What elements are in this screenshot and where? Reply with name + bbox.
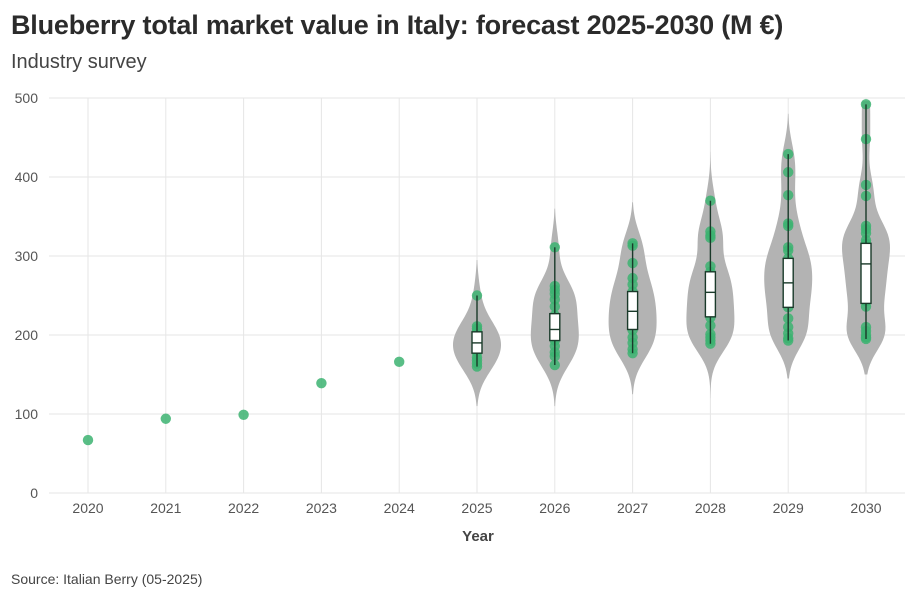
box-iqr bbox=[860, 242, 872, 305]
chart-title: Blueberry total market value in Italy: f… bbox=[11, 10, 784, 40]
grid-lines bbox=[49, 97, 905, 494]
data-point bbox=[238, 409, 249, 420]
y-tick-label: 300 bbox=[15, 248, 39, 264]
x-tick-label: 2020 bbox=[72, 500, 103, 516]
y-axis-ticks: 0 100 200 300 400 500 bbox=[15, 90, 39, 501]
box-plots bbox=[471, 104, 872, 367]
box-iqr bbox=[704, 271, 717, 318]
source-note: Source: Italian Berry (05-2025) bbox=[11, 571, 203, 587]
x-tick-label: 2027 bbox=[617, 500, 648, 516]
y-tick-label: 200 bbox=[15, 327, 39, 343]
y-tick-label: 100 bbox=[15, 406, 39, 422]
x-tick-label: 2030 bbox=[850, 500, 881, 516]
x-tick-label: 2022 bbox=[228, 500, 259, 516]
data-point bbox=[82, 434, 94, 446]
y-tick-label: 400 bbox=[15, 169, 39, 185]
x-tick-label: 2023 bbox=[306, 500, 337, 516]
x-tick-label: 2021 bbox=[150, 500, 181, 516]
box-iqr bbox=[549, 312, 561, 342]
data-point bbox=[160, 413, 171, 424]
box-iqr bbox=[626, 290, 639, 331]
data-point bbox=[316, 377, 327, 389]
x-tick-label: 2025 bbox=[461, 500, 492, 516]
y-tick-label: 500 bbox=[15, 90, 39, 106]
x-tick-label: 2028 bbox=[695, 500, 726, 516]
x-tick-label: 2029 bbox=[773, 500, 804, 516]
x-tick-label: 2024 bbox=[384, 500, 415, 516]
violins bbox=[453, 101, 890, 407]
x-axis-ticks: 2020 2021 2022 2023 2024 2025 2026 2027 2028 2029… bbox=[72, 500, 881, 516]
x-tick-label: 2026 bbox=[539, 500, 570, 516]
chart-subtitle: Industry survey bbox=[11, 51, 147, 73]
x-axis-label: Year bbox=[462, 528, 494, 545]
data-point bbox=[394, 356, 405, 368]
y-tick-label: 0 bbox=[30, 485, 38, 501]
